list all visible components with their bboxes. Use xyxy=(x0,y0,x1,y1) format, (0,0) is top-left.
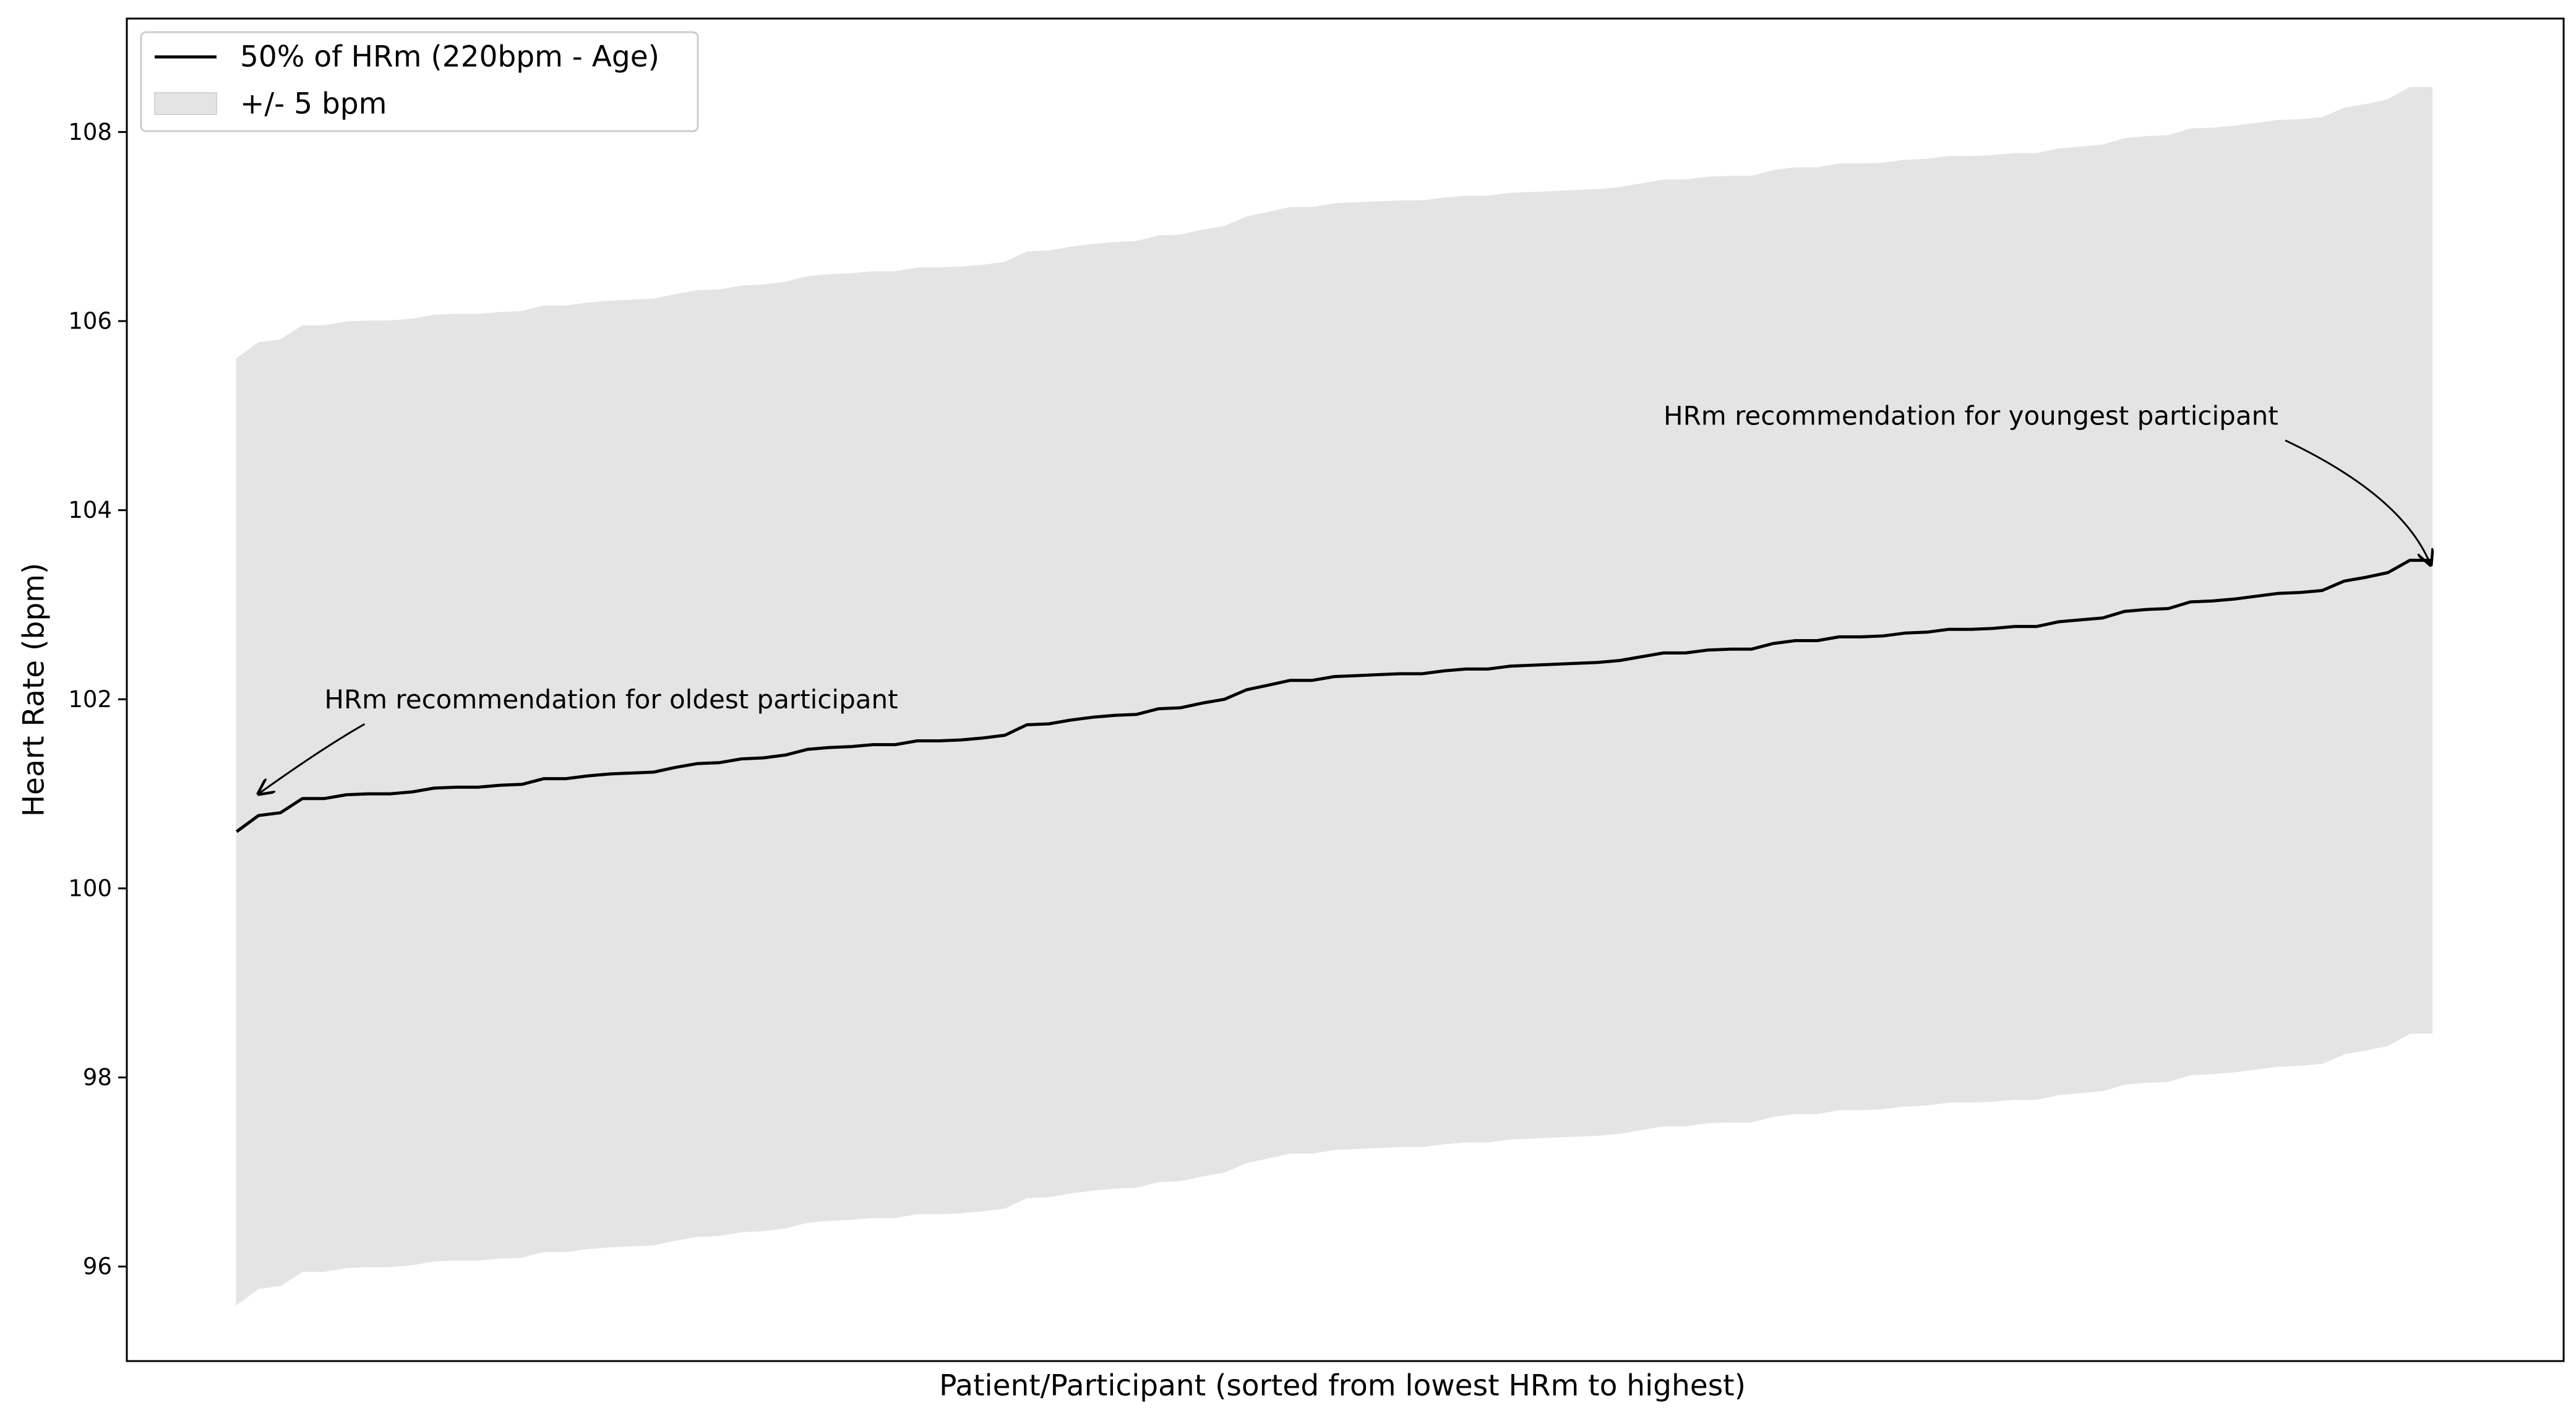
series-line xyxy=(235,559,2432,833)
y-tick-label: 100 xyxy=(68,875,112,901)
y-tick-label: 108 xyxy=(68,119,112,145)
annotation-youngest: HRm recommendation for youngest particip… xyxy=(1664,400,2278,431)
x-axis-label: Patient/Participant (sorted from lowest … xyxy=(939,1369,1746,1403)
legend-band-swatch xyxy=(154,92,217,115)
legend-frame xyxy=(140,31,699,132)
legend-label-band: +/- 5 bpm xyxy=(240,87,387,121)
band-area xyxy=(236,87,2433,1306)
annotation-arrow-oldest xyxy=(259,723,366,794)
y-tick-label: 96 xyxy=(83,1253,112,1280)
annotation-arrow-youngest xyxy=(2285,439,2431,565)
plot-frame xyxy=(126,17,2565,1362)
y-tick-label: 98 xyxy=(83,1064,112,1091)
y-tick-label: 104 xyxy=(68,497,112,523)
y-tick-label: 106 xyxy=(68,308,112,335)
annotation-oldest: HRm recommendation for oldest participan… xyxy=(324,684,898,715)
plot-area: 96 98 100 102 104 106 108 HRm recommendation fo… xyxy=(68,17,2565,1362)
y-axis-label: Heart Rate (bpm) xyxy=(17,563,51,817)
legend: 50% of HRm (220bpm - Age) +/- 5 bpm xyxy=(140,31,699,132)
legend-label-line: 50% of HRm (220bpm - Age) xyxy=(240,40,659,74)
y-tick-label: 102 xyxy=(68,686,112,713)
